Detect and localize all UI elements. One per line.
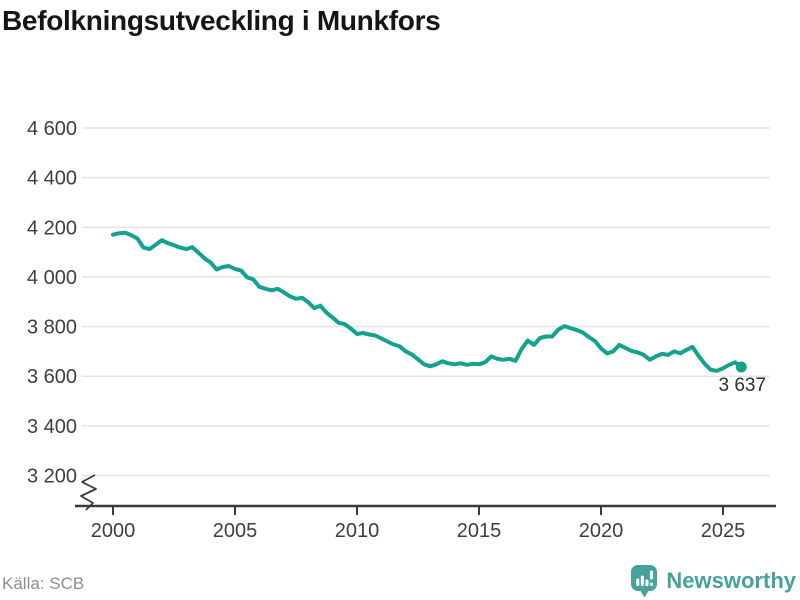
x-tick-label: 2015 [457, 520, 502, 542]
newsworthy-wordmark: Newsworthy [666, 568, 796, 593]
latest-value-label: 3 637 [719, 375, 767, 396]
y-tick-label: 4 400 [27, 168, 77, 190]
y-tick-label: 4 000 [27, 267, 77, 289]
population-line-chart: 4 600 4 400 4 200 4 000 3 800 3 600 3 400 3 200… [27, 118, 776, 542]
chart-title: Befolkningsutveckling i Munkfors [2, 5, 441, 36]
x-tick-label: 2020 [579, 520, 624, 542]
y-tick-label: 3 600 [27, 366, 77, 388]
y-tick-label: 3 400 [27, 416, 77, 438]
y-tick-label: 3 800 [27, 317, 77, 339]
newsworthy-logo[interactable]: Newsworthy [630, 564, 796, 598]
y-tick-label: 3 200 [27, 466, 77, 488]
newsworthy-icon [631, 565, 658, 598]
axis-break-icon [80, 474, 97, 511]
y-tick-label: 4 600 [27, 118, 77, 140]
latest-point-dot [735, 361, 747, 373]
x-tick-label: 2025 [701, 520, 746, 542]
x-tick-label: 2000 [91, 520, 136, 542]
source-note: Källa: SCB [2, 574, 85, 593]
y-tick-label: 4 200 [27, 217, 77, 239]
x-tick-label: 2010 [335, 520, 380, 542]
x-tick-label: 2005 [213, 520, 258, 542]
data-line [111, 230, 744, 373]
